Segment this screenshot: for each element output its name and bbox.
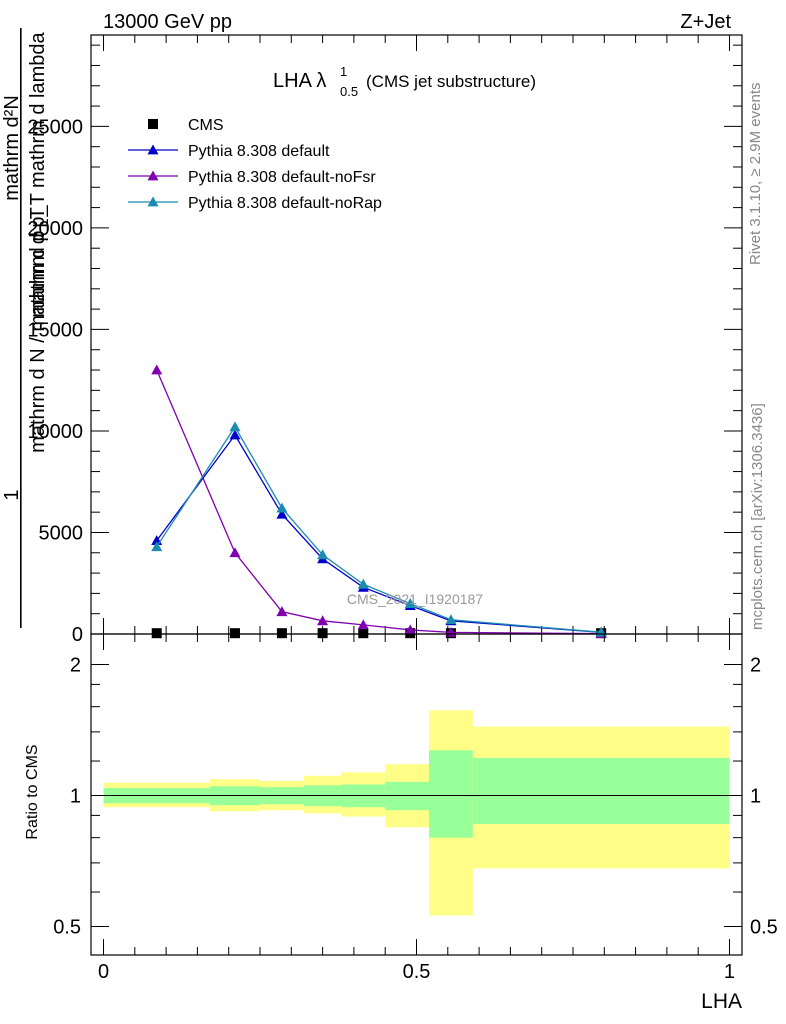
series-line: [156, 425, 602, 633]
plot-title-sub: 0.5: [340, 84, 358, 99]
series-point: [317, 549, 329, 560]
header-left: 13000 GeV pp: [103, 11, 232, 33]
data-point: [276, 628, 287, 639]
legend-marker: [147, 196, 159, 207]
ratio-band-inner: [385, 781, 430, 811]
main-ytick-label: 5000: [39, 522, 84, 544]
ratio-ytick-label: 0.5: [53, 916, 81, 938]
ratio-ytick-label-right: 1: [750, 785, 761, 807]
ratio-ytick-label: 1: [70, 785, 81, 807]
series-point: [317, 615, 329, 626]
ylabel-numerator-d2n: mathrm d²N: [1, 95, 23, 201]
series-point: [151, 364, 163, 375]
ratio-ytick-label-right: 2: [750, 654, 761, 676]
xtick-label: 1: [724, 961, 735, 983]
ratio-ytick-label-right: 0.5: [750, 916, 778, 938]
main-plot-panel: 0 5000 10000 15000 20000 25000: [27, 34, 743, 646]
ratio-band-inner: [429, 750, 473, 838]
data-point: [358, 628, 369, 639]
data-point: [229, 628, 240, 639]
series-point: [229, 429, 241, 440]
series-point: [276, 502, 288, 513]
main-ytick-label: 20000: [27, 218, 83, 240]
data-point: [317, 628, 328, 639]
plot-title-sup: 1: [340, 64, 347, 79]
main-ytick-label: 0: [72, 624, 83, 646]
header-right: Z+Jet: [680, 11, 731, 33]
plot-subtitle: (CMS jet substructure): [366, 72, 536, 91]
legend-marker: [147, 170, 159, 181]
series-point: [357, 578, 369, 589]
series-point: [229, 421, 241, 432]
mcplots-label: mcplots.cern.ch [arXiv:1306.3436]: [749, 403, 766, 630]
ylabel-denominator: mathrm d N / mathrm d p_T: [27, 207, 49, 453]
rivet-label: Rivet 3.1.10, ≥ 2.9M events: [747, 83, 764, 266]
main-ytick-label: 25000: [27, 116, 83, 138]
legend-marker: [147, 144, 159, 155]
xtick-label: 0: [98, 961, 109, 983]
legend-label: Pythia 8.308 default-noRap: [188, 195, 382, 212]
series-point: [276, 606, 288, 617]
main-ytick-label: 15000: [27, 319, 83, 341]
ylabel-extra: mathrm d p_T mathrm d lambda: [27, 31, 49, 317]
series-point: [276, 508, 288, 519]
plot-title-main: LHA λ: [273, 70, 326, 92]
series-point: [404, 624, 416, 635]
legend-label: Pythia 8.308 default: [188, 143, 330, 160]
legend-label: Pythia 8.308 default-noFsr: [188, 169, 376, 186]
series-point: [151, 541, 163, 552]
xlabel: LHA: [701, 990, 742, 1013]
series-line: [156, 369, 602, 635]
series-point: [445, 614, 457, 625]
ratio-ylabel: Ratio to CMS: [24, 744, 41, 839]
main-ylabel: 1 mathrm d²N mathrm d N / mathrm d p_T m…: [1, 28, 49, 628]
legend-marker: [148, 119, 158, 129]
legend-label: CMS: [188, 117, 224, 134]
series-point: [404, 598, 416, 608]
data-point: [151, 628, 162, 639]
ratio-plot-panel: 0 0.5 1 0.5 0.5 1 1 2 2: [53, 633, 778, 983]
legend: CMS Pythia 8.308 default Pythia 8.308 defa…: [128, 117, 382, 212]
plot-title: LHA λ 1 0.5 (CMS jet substructure): [273, 64, 536, 99]
ylabel-fraction-bar: [20, 28, 22, 628]
series-point: [229, 547, 241, 558]
series-point: [357, 619, 369, 630]
ratio-ytick-label: 2: [70, 654, 81, 676]
xtick-label: 0.5: [403, 961, 431, 983]
ratio-band-inner: [472, 757, 730, 824]
main-ytick-label: 10000: [27, 421, 83, 443]
ylabel-numerator: 1: [1, 489, 23, 500]
series-line: [156, 433, 602, 634]
analysis-watermark: CMS_2021_I1920187: [347, 591, 483, 607]
